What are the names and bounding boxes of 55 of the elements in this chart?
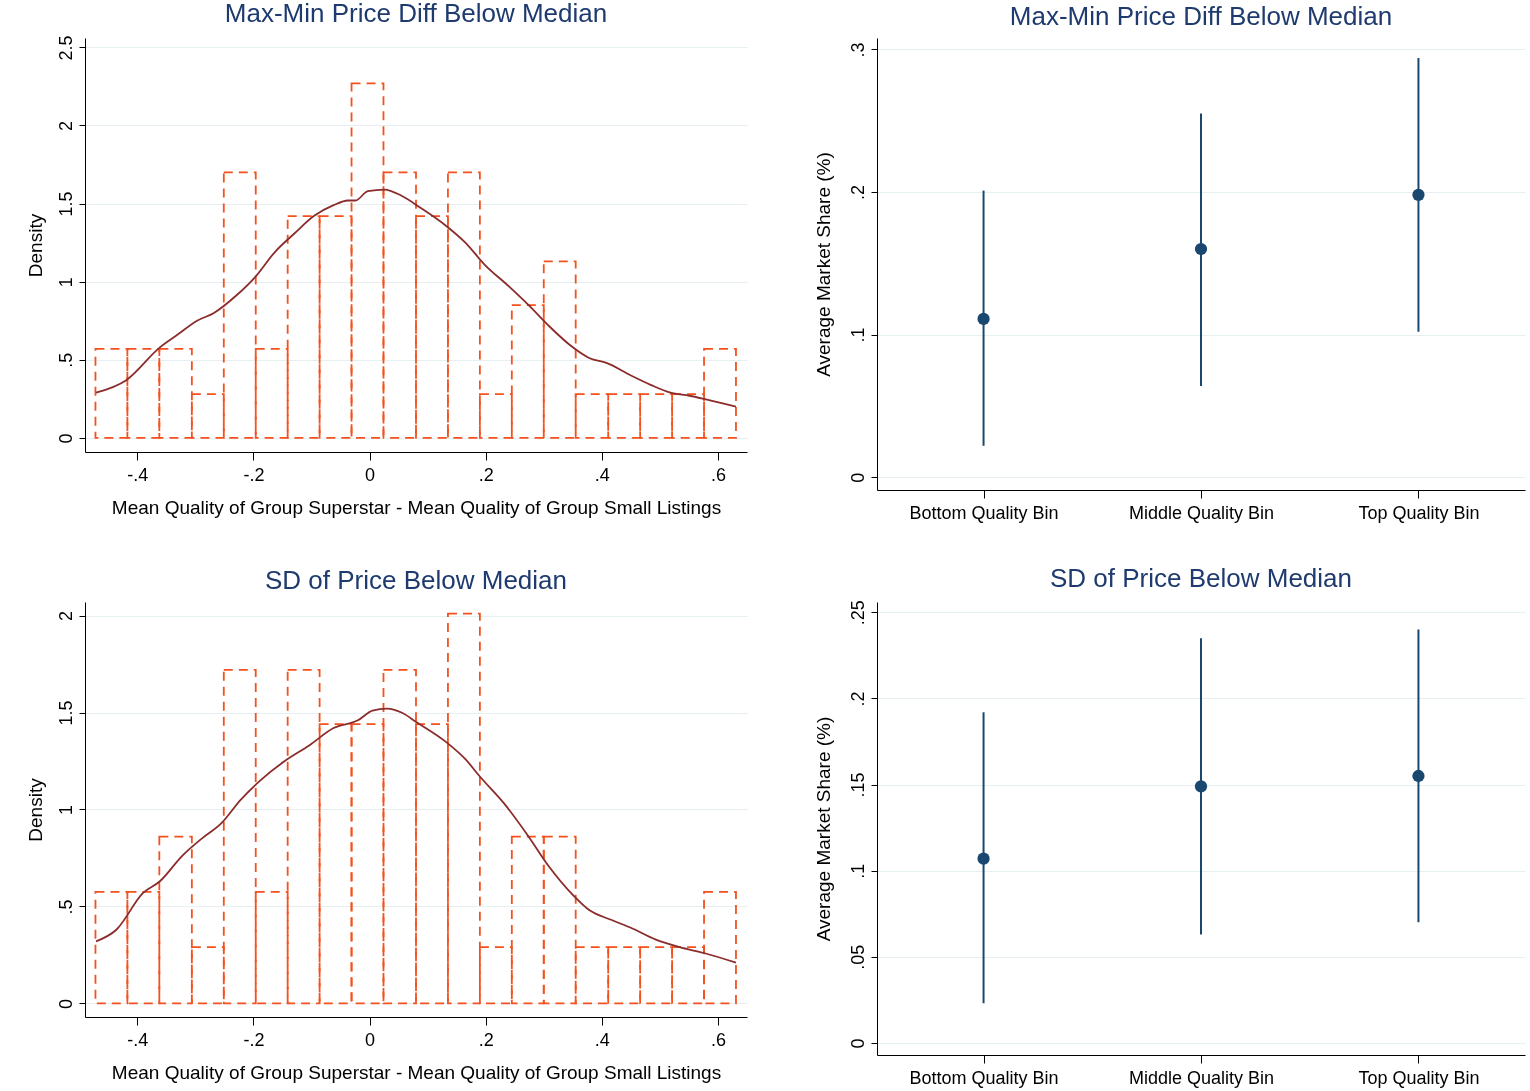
- line-series: [95, 707, 737, 964]
- y-tick-label: .2: [847, 184, 868, 200]
- y-tick-label: 0: [55, 433, 76, 444]
- x-tick-label: 0: [365, 464, 376, 485]
- y-tick-label: .5: [55, 352, 76, 368]
- chart-title: Max-Min Price Diff Below Median: [1009, 1, 1393, 31]
- y-axis-title: Density: [24, 213, 46, 278]
- x-tick-label: Top Quality Bin: [1358, 1067, 1480, 1088]
- x-tick-label: .2: [478, 1029, 494, 1050]
- y-tick-label: .3: [847, 42, 868, 58]
- point: [1194, 780, 1208, 793]
- y-tick-label: 1: [55, 277, 76, 288]
- x-tick-label: 0: [365, 1029, 376, 1050]
- y-tick-label: .05: [847, 944, 868, 970]
- y-axis-title: Average Market Share (%): [812, 152, 834, 377]
- y-tick-label: 1.5: [55, 700, 76, 726]
- chart-title: SD of Price Below Median: [264, 565, 568, 595]
- point: [977, 852, 990, 865]
- x-tick-label: .2: [478, 464, 494, 485]
- y-tick-label: 2: [55, 611, 76, 622]
- y-tick-label: .2: [847, 691, 868, 707]
- y-tick-label: 2: [55, 120, 76, 131]
- y-tick-label: .5: [55, 899, 76, 915]
- point: [1412, 188, 1425, 201]
- x-tick-label: .4: [594, 464, 610, 485]
- x-tick-label: -.4: [127, 464, 149, 485]
- x-tick-label: .6: [710, 1029, 726, 1050]
- x-tick-label: Bottom Quality Bin: [909, 1067, 1059, 1088]
- y-tick-label: 0: [55, 998, 76, 1009]
- y-axis-title: Average Market Share (%): [812, 716, 834, 942]
- chart-title: Max-Min Price Diff Below Median: [224, 0, 608, 28]
- x-tick-label: Middle Quality Bin: [1128, 502, 1275, 523]
- y-tick-label: .1: [847, 863, 868, 879]
- y-tick-label: .1: [847, 327, 868, 343]
- y-tick-label: .15: [847, 772, 868, 798]
- y-tick-label: 2.5: [55, 35, 76, 61]
- x-axis-title: Mean Quality of Group Superstar - Mean Quality of Group Small Listings: [111, 496, 722, 518]
- x-tick-label: -.4: [127, 1029, 149, 1050]
- y-tick-label: 1.5: [55, 191, 76, 217]
- chart-title: SD of Price Below Median: [1049, 562, 1353, 593]
- x-tick-label: .4: [594, 1029, 610, 1050]
- x-tick-label: .6: [710, 464, 726, 485]
- x-tick-label: Bottom Quality Bin: [909, 502, 1059, 523]
- y-tick-label: 1: [55, 804, 76, 816]
- point: [977, 312, 990, 326]
- line-series: [95, 188, 737, 408]
- y-tick-label: .25: [847, 600, 868, 626]
- x-tick-label: Middle Quality Bin: [1128, 1067, 1275, 1088]
- x-tick-label: -.2: [243, 1029, 265, 1050]
- x-axis-title: Mean Quality of Group Superstar - Mean Quality of Group Small Listings: [111, 1061, 722, 1083]
- point: [1194, 242, 1208, 256]
- point: [1412, 769, 1425, 783]
- y-axis-title: Density: [24, 777, 46, 842]
- x-tick-label: Top Quality Bin: [1358, 502, 1480, 523]
- x-tick-label: -.2: [243, 464, 265, 485]
